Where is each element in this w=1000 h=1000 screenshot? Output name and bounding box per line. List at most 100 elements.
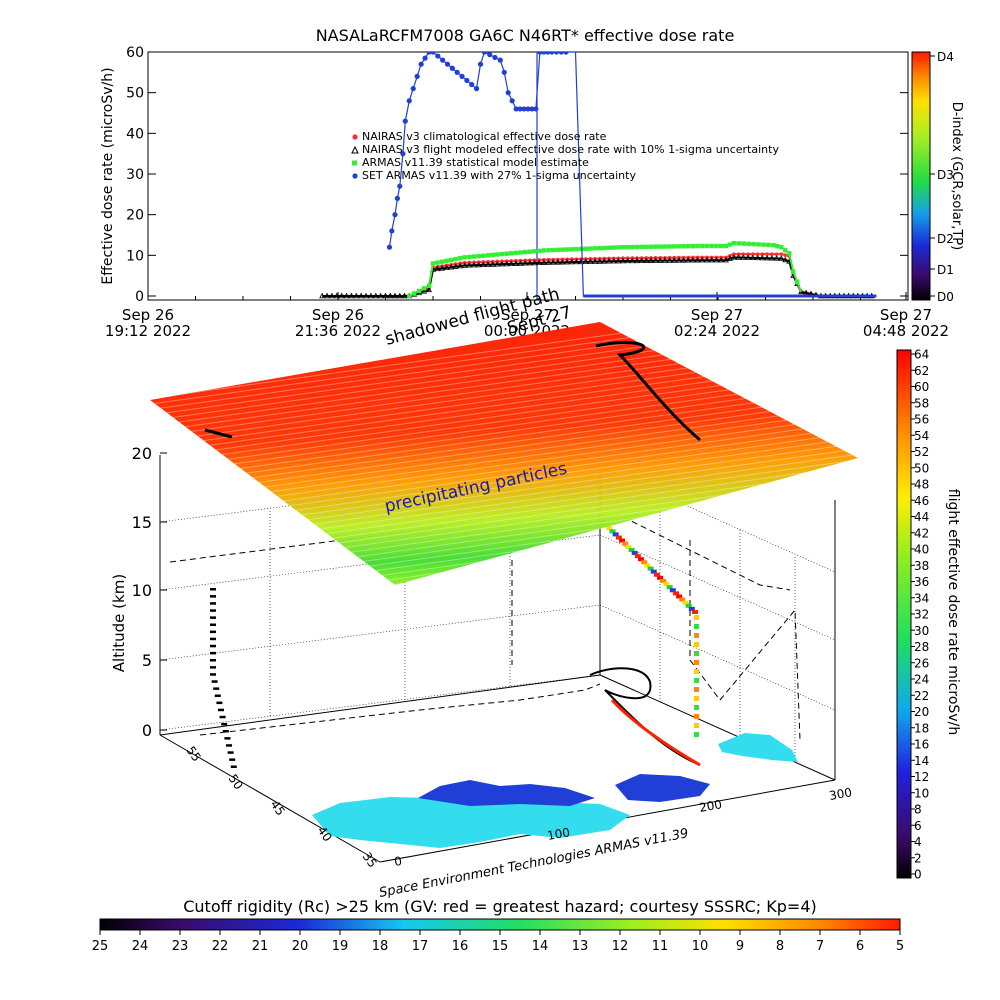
dose-tick-label: 6 [914,819,922,833]
trajectory-point [669,588,676,593]
dose-tick-label: 4 [914,835,922,849]
series-point [611,245,616,250]
profile-dot [226,744,232,747]
dose-tick-label: 30 [914,624,929,638]
series-point [540,259,547,265]
series-point [523,249,528,255]
series-point [372,292,379,299]
trajectory-point [631,551,638,556]
sheet-stripe [150,322,858,401]
legend-marker [352,160,357,166]
dose-tick-label: 54 [914,429,929,443]
sheet-stripe [150,541,858,585]
dose-tick-label: 52 [914,445,929,459]
dose-tick-label: 50 [914,461,929,475]
rc-tick-label: 19 [332,939,349,954]
dindex-tick-label: D2 [937,232,954,246]
top-y-tick-label: 0 [135,289,144,305]
top-y-tick-label: 60 [126,45,144,61]
series-point [418,61,424,67]
series-point [525,106,531,112]
series-point [389,228,395,234]
series-point [490,252,495,258]
rc-tick-label: 24 [132,939,149,954]
series-point [498,260,505,267]
dindex-label: D-index (GCR,solar,TP) [949,102,964,250]
rc-tick-label: 23 [172,939,189,954]
dose-tick-label: 0 [914,868,922,882]
series-point [718,256,725,263]
series-point [464,77,470,84]
series-point [760,252,765,256]
series-point [484,261,491,267]
series-point [690,243,696,249]
trajectory-point [612,532,619,537]
top-x-tick-day: Sep 26 [312,306,364,324]
profile-dot [227,751,234,754]
dose-tick-label: 22 [914,689,929,703]
profile-dot [230,765,237,768]
profile-dot [210,623,216,626]
series-point [652,257,659,263]
top-y-axis-label: Effective dose rate (microSv/h) [100,67,116,284]
series-point [708,256,715,263]
sheet-stripe [150,393,858,494]
series-point [536,248,542,254]
series-point [582,258,589,264]
altitude-tick-label: 20 [132,444,152,463]
series-point [476,253,481,259]
cutoff-rigidity-colorbar [99,918,901,931]
series-point [545,52,551,55]
series-point [387,292,394,299]
series-point [643,257,650,263]
legend-marker [351,145,359,154]
series-point [634,244,640,250]
trajectory-point [694,687,699,692]
profile-dot [210,609,216,612]
dose-colorbar [896,349,912,879]
profile-dot [216,701,223,705]
series-line-2 [408,242,803,297]
series-point [554,259,561,265]
series-line-3 [388,52,877,297]
legend-marker [352,173,358,179]
series-point [662,244,668,249]
altitude-tick-label: 0 [142,721,152,740]
rc-tick-label: 10 [692,939,709,954]
series-point [703,256,710,263]
dose-tick-label: 38 [914,559,929,573]
top-y-tick-label: 10 [126,248,144,264]
cutoff-rigidity-title: Cutoff rigidity (Rc) >25 km (GV: red = g… [183,897,817,916]
series-point [666,257,673,263]
series-point [779,245,784,250]
series-point [766,242,771,248]
ground-track-colored [610,698,701,767]
series-point [560,247,565,252]
dose-tick-label: 28 [914,640,929,654]
series-point [501,69,507,75]
series-point [675,257,682,263]
dose-tick-label: 26 [914,656,929,670]
series-point [358,292,365,299]
trajectory-point [694,732,699,737]
series-point [592,258,599,264]
series-point [526,259,533,266]
dose-colorbar-label: flight effective dose rate microSv/h [945,489,961,735]
altitude-tick-label: 15 [132,513,152,532]
trajectory-point [694,660,699,665]
series-point [653,244,658,249]
top-y-tick-label: 20 [126,208,144,224]
dose-tick-label: 42 [914,526,929,540]
trajectory-point [660,578,667,583]
series-point [578,246,584,252]
series-point [467,254,472,260]
series-point [774,252,779,256]
rc-tick-label: 17 [412,939,429,954]
dose-tick-label: 18 [914,721,929,735]
series-point [414,73,420,79]
series-point [671,257,678,263]
series-point [564,247,570,252]
profile-dot [221,722,228,726]
sheet-stripe [150,547,858,585]
dose-tick-label: 60 [914,380,929,394]
